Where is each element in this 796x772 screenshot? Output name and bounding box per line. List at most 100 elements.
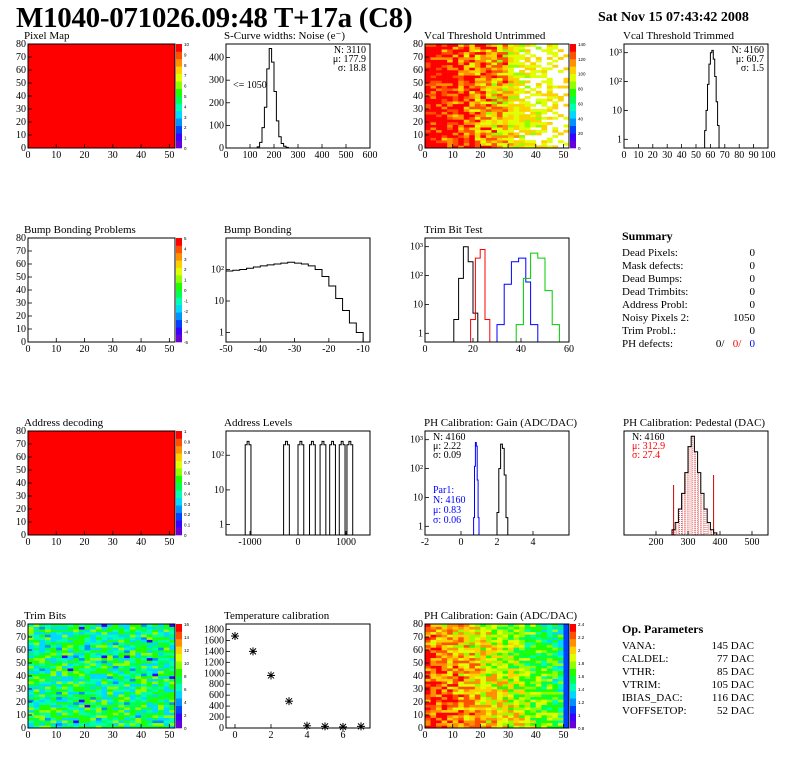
heatmap-cell <box>469 129 476 133</box>
heatmap-cell <box>463 75 470 79</box>
heatmap-cell <box>28 715 34 718</box>
heatmap-cell <box>430 629 437 633</box>
heatmap-cell <box>107 722 114 726</box>
heatmap-cell <box>141 707 148 711</box>
heatmap-cell <box>452 127 459 131</box>
heatmap-cell <box>141 634 148 638</box>
heatmap-cell <box>44 639 51 643</box>
heatmap-cell <box>84 689 91 692</box>
heatmap-cell <box>441 644 448 648</box>
heatmap-cell <box>163 702 170 705</box>
heatmap-cell <box>118 642 125 646</box>
heatmap-cell <box>107 686 114 690</box>
heatmap-cell <box>474 665 481 669</box>
heatmap-cell <box>95 670 102 674</box>
heatmap-cell <box>141 702 148 705</box>
heatmap-cell <box>557 686 564 690</box>
heatmap-cell <box>73 642 80 646</box>
heatmap-cell <box>463 46 470 50</box>
heatmap-cell <box>447 647 453 651</box>
heatmap-cell <box>430 657 437 661</box>
heatmap-cell <box>61 686 68 690</box>
heatmap-cell <box>530 668 537 672</box>
heatmap-cell <box>152 626 159 630</box>
heatmap-cell <box>552 683 559 687</box>
histogram-series <box>515 252 560 342</box>
heatmap-cell <box>563 642 570 646</box>
heatmap-cell <box>530 689 537 692</box>
heatmap-cell <box>546 673 553 677</box>
heatmap-cell <box>563 712 570 716</box>
heatmap-cell <box>513 44 520 47</box>
heatmap-cell <box>497 676 503 679</box>
heatmap-cell <box>146 639 153 643</box>
heatmap-cell <box>436 720 442 724</box>
op-parameter-row: VANA: 145 DAC <box>622 640 754 653</box>
heatmap-cell <box>524 707 531 711</box>
heatmap-cell <box>485 665 492 669</box>
heatmap-cell <box>452 67 459 71</box>
heatmap-cell <box>90 691 97 695</box>
heatmap-cell <box>502 135 509 138</box>
heatmap-cell <box>112 647 119 651</box>
heatmap-cell <box>552 715 559 718</box>
heatmap-cell <box>447 80 453 84</box>
heatmap-cell <box>39 673 46 677</box>
chart-title: Bump Bonding <box>224 224 292 236</box>
heatmap-cell <box>152 650 159 653</box>
heatmap-cell <box>502 46 509 50</box>
heatmap-cell <box>546 655 553 659</box>
heatmap-cell <box>557 655 564 659</box>
heatmap-cell <box>480 142 487 146</box>
heatmap-cell <box>474 122 481 125</box>
heatmap-cell <box>436 98 442 102</box>
heatmap-cell <box>61 691 68 695</box>
heatmap-cell <box>474 626 481 630</box>
heatmap-cell <box>541 678 548 682</box>
heatmap-cell <box>452 650 459 653</box>
heatmap-cell <box>152 715 159 718</box>
heatmap-cell <box>463 116 470 120</box>
heatmap-cell <box>458 683 465 687</box>
heatmap-cell <box>463 715 470 718</box>
heatmap-cell <box>158 707 164 711</box>
heatmap-cell <box>129 642 136 646</box>
heatmap-cell <box>101 686 108 690</box>
heatmap-cell <box>101 696 108 700</box>
heatmap-cell <box>458 114 465 118</box>
heatmap-cell <box>84 626 91 630</box>
heatmap-cell <box>513 119 520 123</box>
heatmap-cell <box>452 137 459 141</box>
heatmap-cell <box>112 702 119 705</box>
summary-row-label: Address Probl: <box>622 299 688 311</box>
heatmap-cell <box>491 676 498 679</box>
y-tick-label: 0 <box>418 723 423 734</box>
heatmap-cell <box>61 634 68 638</box>
heatmap-cell <box>436 681 442 685</box>
heatmap-cell <box>50 704 57 708</box>
heatmap-cell <box>497 647 503 651</box>
heatmap-cell <box>552 650 559 653</box>
heatmap-cell <box>519 140 525 144</box>
heatmap-cell <box>425 85 431 89</box>
summary-row-value: 1050 <box>733 312 755 324</box>
heatmap-cell <box>546 629 553 633</box>
heatmap-cell <box>546 116 553 120</box>
heatmap-cell <box>447 119 453 123</box>
heatmap-cell <box>474 145 481 149</box>
heatmap-cell <box>33 715 40 718</box>
heatmap-cell <box>458 686 465 690</box>
heatmap-cell <box>474 637 481 640</box>
heatmap-cell <box>480 639 487 643</box>
heatmap-cell <box>441 124 448 128</box>
heatmap-cell <box>541 686 548 690</box>
heatmap-cell <box>452 634 459 638</box>
heatmap-cell <box>508 670 514 674</box>
heatmap-cell <box>95 655 102 659</box>
heatmap-cell <box>480 689 487 692</box>
chart-ph-pedestal: PH Calibration: Pedestal (DAC)200 300 400 5… <box>623 417 769 548</box>
heatmap-cell <box>163 683 170 687</box>
heatmap-cell <box>158 663 164 666</box>
heatmap-cell <box>519 699 525 703</box>
